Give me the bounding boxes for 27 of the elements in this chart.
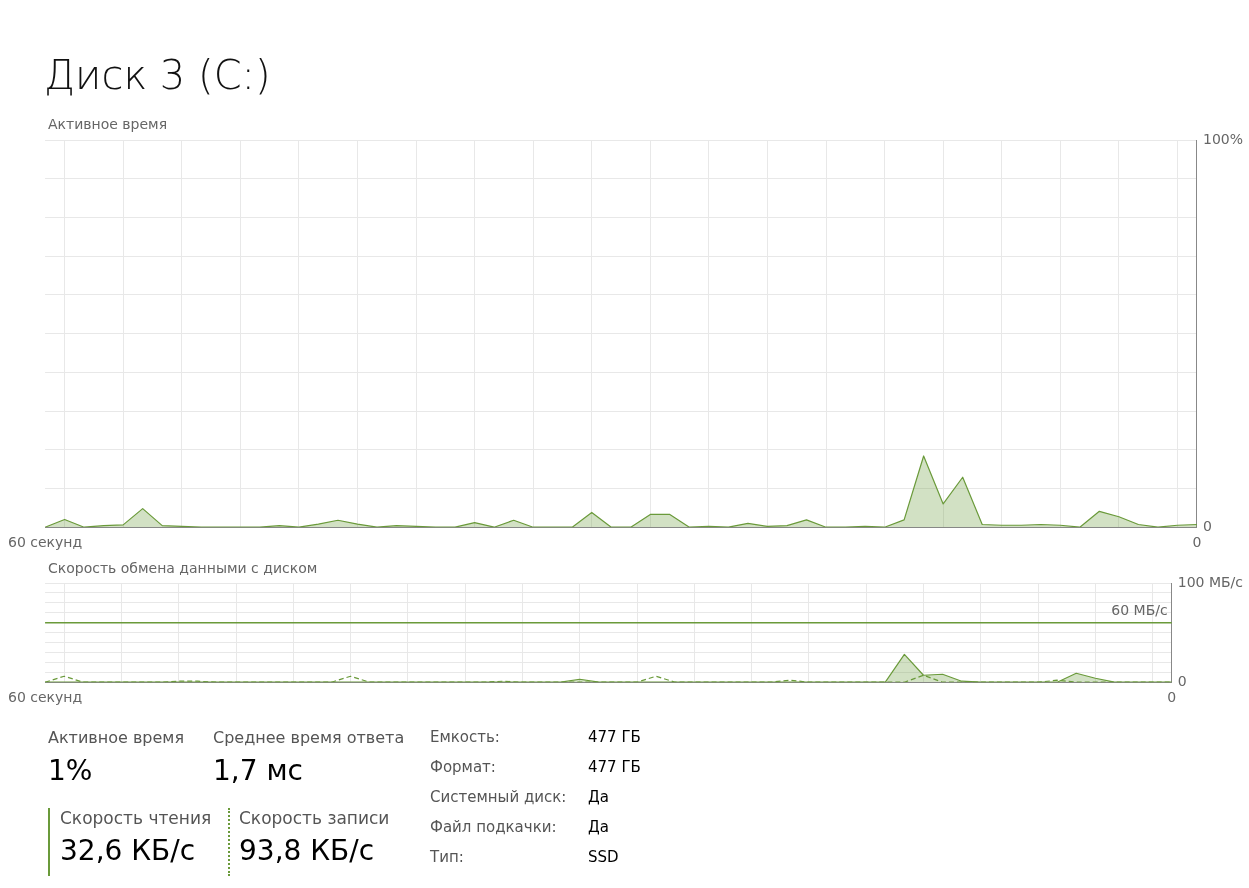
text: 1% bbox=[48, 754, 93, 787]
text: 93,8 КБ/с bbox=[239, 834, 375, 867]
text: Файл подкачки: bbox=[430, 818, 557, 836]
text: SSD bbox=[588, 848, 619, 866]
x-tick-label: 60 секунд bbox=[8, 689, 83, 706]
chart-title: Скорость обмена данными с диском bbox=[48, 560, 318, 576]
chart-subtitle: Активное время bbox=[48, 116, 168, 132]
text: 477 ГБ bbox=[588, 758, 641, 776]
text: 477 ГБ bbox=[588, 728, 641, 746]
text: Системный диск: bbox=[430, 788, 567, 806]
y-tick-label: 0 bbox=[1202, 517, 1212, 534]
ref-line-label: 60 МБ/с bbox=[1111, 602, 1168, 619]
text: Формат: bbox=[430, 758, 496, 776]
text: Среднее время ответа bbox=[213, 728, 405, 747]
text: Скорость записи bbox=[239, 808, 390, 828]
text: 1,7 мс bbox=[213, 754, 303, 787]
text: Тип: bbox=[430, 848, 464, 866]
text: Да bbox=[588, 818, 609, 836]
y-tick-label: 100 МБ/с bbox=[1177, 573, 1244, 590]
text: Активное время bbox=[48, 728, 185, 747]
text: Да bbox=[588, 788, 609, 806]
text: Емкость: bbox=[430, 728, 500, 746]
y-tick-label: 100% bbox=[1202, 130, 1244, 147]
text: Скорость чтения bbox=[60, 808, 212, 828]
x-tick-label: 60 секунд bbox=[8, 534, 83, 551]
chart-title: Диск 3 (C:) bbox=[44, 52, 271, 98]
text: 32,6 КБ/с bbox=[60, 834, 196, 867]
